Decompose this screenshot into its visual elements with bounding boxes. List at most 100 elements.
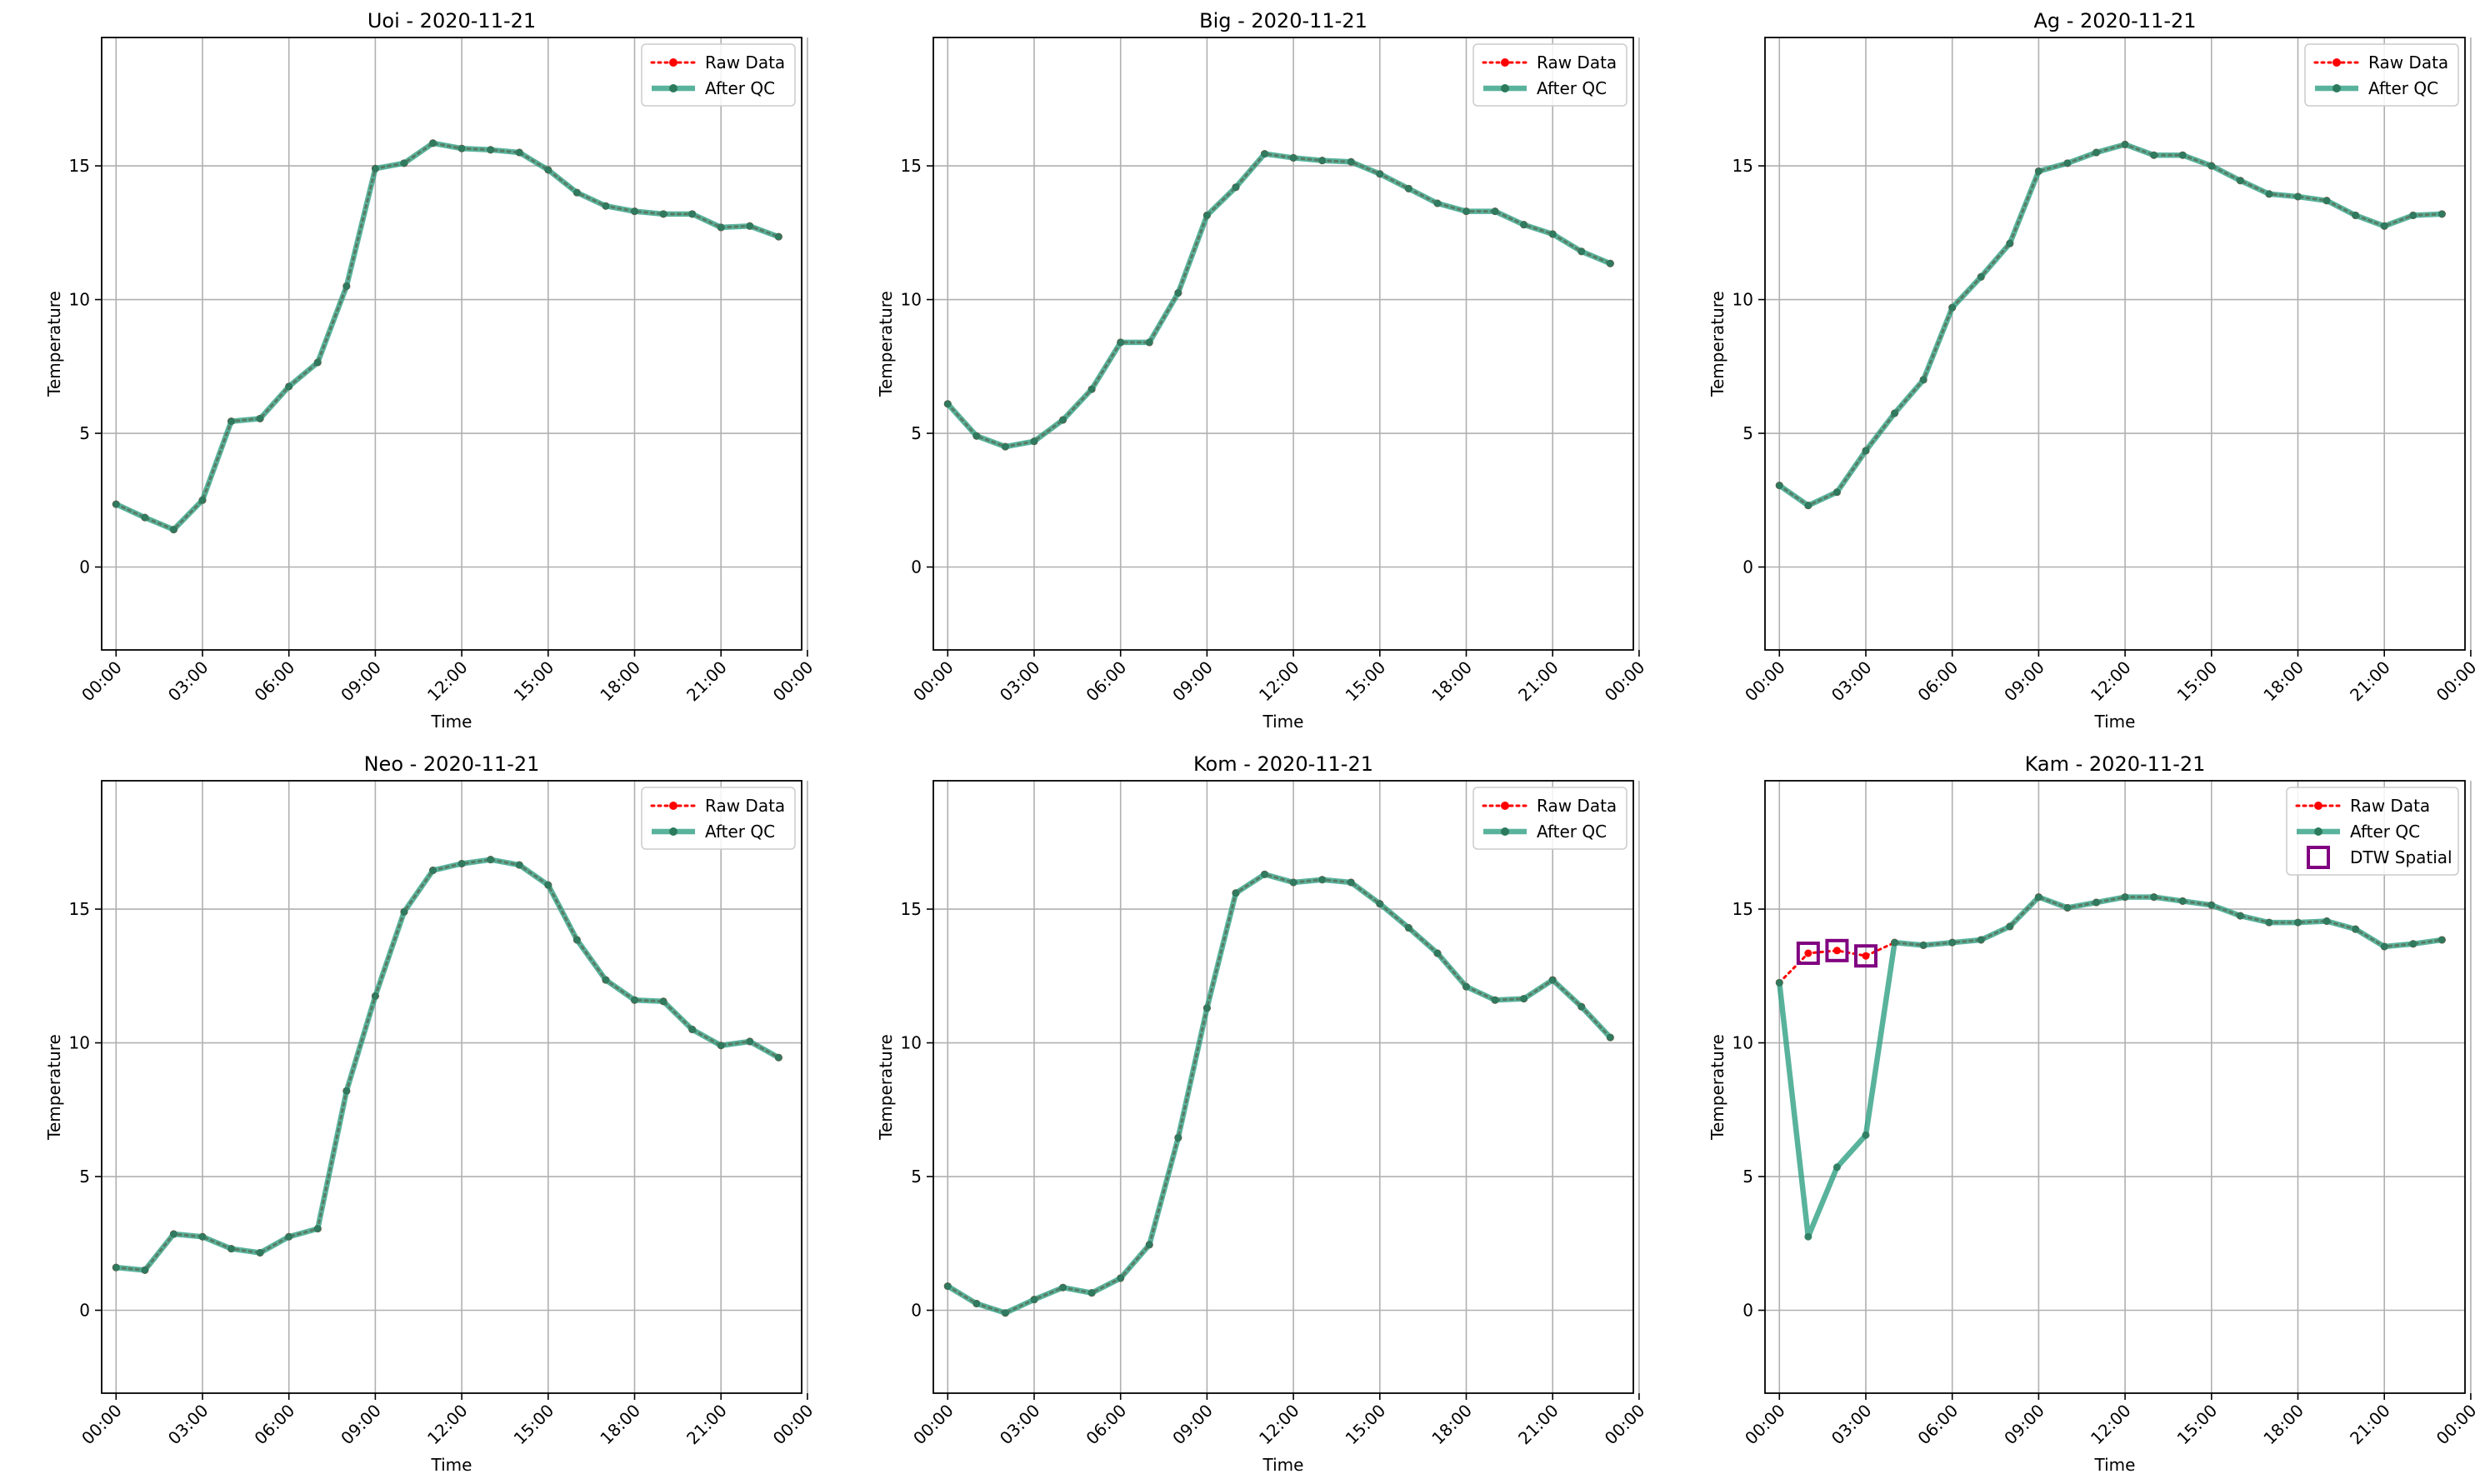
after-qc-point-09:00 [1202, 1004, 1211, 1012]
dtw-spatial-marker-03:00 [1853, 944, 1878, 968]
after-qc-point-00:00 [1775, 482, 1783, 490]
x-tick-label: 09:00 [2000, 1401, 2048, 1449]
x-tick-label: 12:00 [1255, 657, 1303, 706]
legend-marker-qc [1501, 827, 1509, 836]
after-qc-point-21:00 [717, 1042, 725, 1050]
y-tick-label: 15 [901, 156, 922, 176]
after-qc-point-14:00 [2178, 897, 2187, 905]
legend: Raw Data After QC [2304, 43, 2459, 107]
after-qc-point-21:00 [1548, 976, 1557, 984]
axes-frame [1764, 780, 2466, 1394]
x-tick-label: 03:00 [996, 1401, 1044, 1449]
raw-data-line [946, 872, 1612, 1315]
after-qc-point-21:00 [2380, 942, 2388, 951]
after-qc-point-00:00 [943, 400, 952, 408]
after-qc-point-18:00 [2294, 192, 2302, 201]
y-tick-label: 10 [1732, 1033, 1753, 1053]
raw-data-line [114, 858, 780, 1272]
after-qc-point-10:00 [2063, 903, 2072, 912]
after-qc-point-10:00 [1232, 889, 1240, 897]
chart-panel-3: 0 5 10 15 00:00 03:00 06:00 09:00 12:00 15:00 18:0… [1708, 9, 2480, 732]
legend-label: After QC [705, 822, 775, 842]
after-qc-point-16:00 [1404, 924, 1412, 932]
after-qc-point-08:00 [1174, 1133, 1182, 1142]
after-qc-point-02:00 [1832, 488, 1841, 497]
y-tick-label: 0 [911, 557, 922, 577]
legend-label: Raw Data [1537, 796, 1617, 816]
after-qc-point-03:00 [1862, 447, 1870, 455]
after-qc-point-04:00 [1891, 409, 1899, 417]
after-qc-point-08:00 [342, 282, 351, 290]
legend-marker-qc [2332, 84, 2341, 92]
y-axis-label: Temperature [44, 291, 64, 397]
y-tick-label: 0 [79, 1301, 90, 1321]
after-qc-point-20:00 [688, 1025, 697, 1033]
legend-marker-qc [669, 84, 678, 92]
after-qc-point-22:00 [1578, 1002, 1586, 1011]
x-tick-label: 00:00 [78, 657, 126, 706]
y-tick-label: 0 [1742, 1301, 1753, 1321]
after-qc-point-04:00 [1059, 1283, 1068, 1292]
x-tick-label: 12:00 [2087, 1401, 2135, 1449]
legend-label: Raw Data [2368, 52, 2448, 72]
x-tick-label: 21:00 [2346, 657, 2394, 706]
x-tick-label: 18:00 [1428, 657, 1476, 706]
after-qc-point-21:00 [717, 223, 725, 232]
chart-panel-4: 0 5 10 15 00:00 03:00 06:00 09:00 12:00 15:00 18:0… [44, 752, 817, 1475]
after-qc-point-16:00 [2236, 912, 2244, 920]
dtw-spatial-marker-02:00 [1825, 938, 1849, 962]
x-tick-label: 12:00 [423, 657, 472, 706]
legend-marker-raw [669, 802, 678, 810]
after-qc-point-18:00 [1462, 207, 1471, 216]
after-qc-point-14:00 [1347, 878, 1355, 887]
after-qc-point-10:00 [400, 159, 408, 167]
y-tick-label: 10 [901, 1033, 922, 1053]
after-qc-point-05:00 [256, 1248, 264, 1257]
after-qc-point-08:00 [2006, 239, 2014, 247]
after-qc-line [113, 140, 782, 532]
x-axis-label: Time [1262, 712, 1304, 732]
after-qc-point-11:00 [429, 139, 438, 147]
x-tick-label: 00:00 [769, 1401, 818, 1449]
chart-panel-1: 0 5 10 15 00:00 03:00 06:00 09:00 12:00 15:00 18:0… [44, 9, 817, 732]
after-qc-point-05:00 [1088, 1289, 1096, 1297]
x-tick-label: 06:00 [250, 1401, 298, 1449]
legend-label: Raw Data [705, 796, 785, 816]
x-tick-label: 15:00 [1342, 1401, 1390, 1449]
y-tick-label: 5 [79, 423, 90, 443]
legend-marker-raw [669, 58, 678, 67]
x-tick-label: 09:00 [337, 1401, 385, 1449]
after-qc-point-03:00 [198, 1232, 207, 1241]
y-tick-label: 0 [1742, 557, 1753, 577]
x-tick-label: 15:00 [2173, 657, 2222, 706]
chart-title: Uoi - 2020-11-21 [368, 9, 536, 32]
after-qc-line [1777, 142, 2445, 508]
x-tick-label: 21:00 [1514, 657, 1562, 706]
legend-marker-qc [2314, 827, 2322, 836]
after-qc-point-22:00 [746, 1037, 754, 1046]
y-tick-label: 15 [1732, 156, 1753, 176]
legend-label: After QC [1537, 822, 1607, 842]
after-qc-point-08:00 [1174, 289, 1182, 297]
after-qc-point-00:00 [112, 500, 120, 508]
x-tick-label: 06:00 [1082, 1401, 1130, 1449]
after-qc-point-17:00 [2265, 190, 2273, 198]
x-tick-label: 00:00 [2432, 657, 2481, 706]
x-tick-label: 09:00 [337, 657, 385, 706]
after-qc-point-02:00 [1001, 442, 1009, 451]
after-qc-point-00:00 [112, 1263, 120, 1272]
after-qc-point-06:00 [1117, 1274, 1125, 1282]
after-qc-point-19:00 [2322, 197, 2331, 205]
x-tick-label: 06:00 [1082, 657, 1130, 706]
after-qc-point-03:00 [1862, 1131, 1870, 1139]
y-tick-label: 10 [69, 290, 90, 310]
chart-title: Big - 2020-11-21 [1199, 9, 1368, 32]
x-axis-label: Time [2094, 712, 2136, 732]
after-qc-point-14:00 [515, 148, 523, 157]
x-tick-label: 00:00 [909, 1401, 958, 1449]
y-tick-label: 10 [1732, 290, 1753, 310]
axes-frame [932, 780, 1634, 1394]
after-qc-point-00:00 [1775, 978, 1783, 987]
x-tick-label: 00:00 [769, 657, 818, 706]
after-qc-point-05:00 [1919, 941, 1928, 949]
